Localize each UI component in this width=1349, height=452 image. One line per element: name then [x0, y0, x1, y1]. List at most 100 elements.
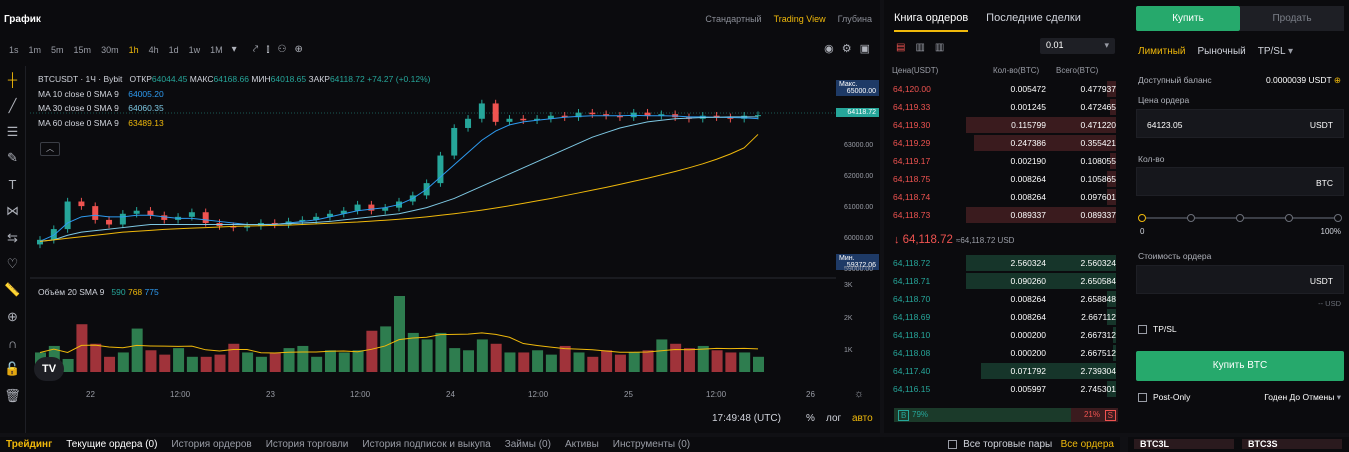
ask-row[interactable]: 64,119.17 0.002190 0.108055: [884, 152, 1130, 170]
tf-1M[interactable]: 1M: [210, 44, 223, 55]
chart-type-icon[interactable]: ⫾: [266, 44, 270, 55]
indicators-icon[interactable]: ⤤: [252, 44, 259, 55]
tab-tpsl[interactable]: TP/SL ▾: [1258, 46, 1293, 57]
both-sides-icon[interactable]: ▤: [896, 42, 906, 53]
bottom-tab[interactable]: Займы (0): [504, 439, 551, 450]
bid-row[interactable]: 64,118.08 0.000200 2.667512: [884, 344, 1130, 362]
post-only-checkbox[interactable]: Post-Only: [1138, 392, 1190, 403]
bid-row[interactable]: 64,118.72 2.560324 2.560324: [884, 254, 1130, 272]
ask-row[interactable]: 64,118.73 0.089337 0.089337: [884, 206, 1130, 224]
buy-tab[interactable]: Купить: [1136, 6, 1240, 31]
fullscreen-icon[interactable]: ▣: [859, 43, 870, 55]
tab-market[interactable]: Рыночный: [1197, 46, 1246, 57]
lock-icon[interactable]: 🔓: [4, 361, 21, 377]
slider-step[interactable]: [1334, 214, 1342, 222]
bid-row[interactable]: 64,118.69 0.008264 2.667112: [884, 308, 1130, 326]
ask-row[interactable]: 64,118.75 0.008264 0.105865: [884, 170, 1130, 188]
bid-row[interactable]: 64,116.15 0.005997 2.745301: [884, 380, 1130, 398]
log-toggle[interactable]: лог: [826, 413, 842, 424]
settings-icon[interactable]: ☼: [854, 388, 865, 400]
magnet-icon[interactable]: ∩: [7, 335, 18, 351]
tf-30m[interactable]: 30m: [101, 44, 119, 55]
text-icon[interactable]: T: [8, 177, 17, 193]
tab-standard[interactable]: Стандартный: [705, 14, 762, 24]
bottom-tab[interactable]: Инструменты (0): [612, 439, 691, 450]
pair-btc3s[interactable]: BTC3S: [1242, 439, 1342, 449]
ask-row[interactable]: 64,119.33 0.001245 0.472465: [884, 98, 1130, 116]
pattern-icon[interactable]: ⋈: [6, 203, 19, 219]
asks-only-icon[interactable]: ▥: [934, 42, 945, 53]
buy-btc-button[interactable]: Купить BTC: [1136, 351, 1344, 381]
candlestick-chart[interactable]: [30, 66, 836, 386]
ask-row[interactable]: 64,118.74 0.008264 0.097601: [884, 188, 1130, 206]
bottom-tab[interactable]: Текущие ордера (0): [66, 439, 158, 450]
auto-toggle[interactable]: авто: [852, 413, 873, 424]
tf-1m[interactable]: 1m: [28, 44, 42, 55]
tf-1d[interactable]: 1d: [168, 44, 179, 55]
bid-row[interactable]: 64,118.71 0.090260 2.650584: [884, 272, 1130, 290]
all-pairs-label[interactable]: Все торговые пары: [963, 439, 1053, 450]
trendline-icon[interactable]: ╱: [8, 97, 17, 113]
bottom-tab[interactable]: История подписок и выкупа: [362, 439, 491, 450]
tif-select[interactable]: Годен До Отмены ▾: [1264, 392, 1341, 403]
cost-input[interactable]: USDT: [1136, 265, 1344, 294]
tpsl-checkbox[interactable]: TP/SL: [1138, 324, 1177, 335]
layout-icon[interactable]: ⚇: [277, 44, 287, 55]
volume-bar: [200, 356, 212, 372]
favorite-icon[interactable]: ♡: [6, 255, 19, 271]
sell-tab[interactable]: Продать: [1240, 6, 1344, 31]
checkbox-icon[interactable]: [1138, 393, 1147, 403]
tab-recent-trades[interactable]: Последние сделки: [986, 12, 1081, 24]
slider-handle[interactable]: [1138, 214, 1146, 222]
bottom-tab[interactable]: История ордеров: [171, 439, 252, 450]
bids-only-icon[interactable]: ▥: [915, 42, 925, 53]
tf-5m[interactable]: 5m: [51, 44, 64, 55]
bid-row[interactable]: 64,118.10 0.000200 2.667312: [884, 326, 1130, 344]
tab-limit[interactable]: Лимитный: [1138, 46, 1186, 57]
measure-icon[interactable]: ⇆: [7, 229, 18, 245]
plus-circle-icon[interactable]: ⊕: [1333, 75, 1341, 85]
dropdown-arrow-icon[interactable]: ▾: [231, 44, 237, 55]
bottom-tab[interactable]: Активы: [564, 439, 599, 450]
bid-row[interactable]: 64,117.40 0.071792 2.739304: [884, 362, 1130, 380]
ma60-line: MA 60 close 0 SMA 9 63489.13: [38, 116, 430, 131]
precision-select[interactable]: 0.01 ▾: [1040, 38, 1115, 54]
tab-depth[interactable]: Глубина: [837, 14, 872, 24]
brush-icon[interactable]: ✎: [7, 150, 18, 166]
tab-order-book[interactable]: Книга ордеров: [894, 12, 969, 32]
all-orders-select[interactable]: Все ордера: [1060, 439, 1114, 450]
tab-tradingview[interactable]: Trading View: [773, 14, 826, 24]
ask-row[interactable]: 64,119.29 0.247386 0.355421: [884, 134, 1130, 152]
checkbox-icon[interactable]: [948, 439, 958, 449]
fib-icon[interactable]: ☰: [6, 123, 19, 139]
ask-row[interactable]: 64,119.30 0.115799 0.471220: [884, 116, 1130, 134]
bid-row[interactable]: 64,118.70 0.008264 2.658848: [884, 290, 1130, 308]
camera-icon[interactable]: ◉: [824, 43, 834, 55]
collapse-legend-button[interactable]: ︿: [40, 142, 60, 156]
bottom-tab[interactable]: Трейдинг: [6, 439, 53, 450]
ruler-icon[interactable]: 📏: [4, 282, 21, 298]
slider-step[interactable]: [1285, 214, 1293, 222]
plus-circle-icon[interactable]: ⊕: [294, 44, 303, 55]
percent-toggle[interactable]: %: [806, 413, 815, 424]
checkbox-icon[interactable]: [1138, 325, 1147, 335]
tf-1s[interactable]: 1s: [9, 44, 19, 55]
ask-row[interactable]: 64,120.00 0.005472 0.477937: [884, 80, 1130, 98]
trash-icon[interactable]: 🗑: [4, 387, 21, 403]
tf-1w[interactable]: 1w: [188, 44, 201, 55]
bottom-tab[interactable]: История торговли: [265, 439, 349, 450]
pair-btc3l[interactable]: BTC3L: [1134, 439, 1234, 449]
crosshair-icon[interactable]: ┼: [7, 71, 18, 87]
slider-step[interactable]: [1236, 214, 1244, 222]
price-input[interactable]: 64123.05 USDT: [1136, 109, 1344, 138]
tf-4h[interactable]: 4h: [148, 44, 159, 55]
qty-input[interactable]: BTC: [1136, 167, 1344, 196]
amount-slider[interactable]: [1138, 214, 1342, 222]
tf-1h[interactable]: 1h: [128, 44, 139, 55]
settings-icon[interactable]: ⚙: [841, 43, 852, 55]
tf-15m[interactable]: 15m: [73, 44, 92, 55]
slider-step[interactable]: [1187, 214, 1195, 222]
time-axis[interactable]: 22 12:00 23 12:00 24 12:00 25 12:00 26: [30, 386, 836, 402]
zoom-icon[interactable]: ⊕: [7, 308, 18, 324]
price-axis[interactable]: Макс. 65000.00 64118.72 63000.00 62000.00…: [836, 66, 880, 406]
